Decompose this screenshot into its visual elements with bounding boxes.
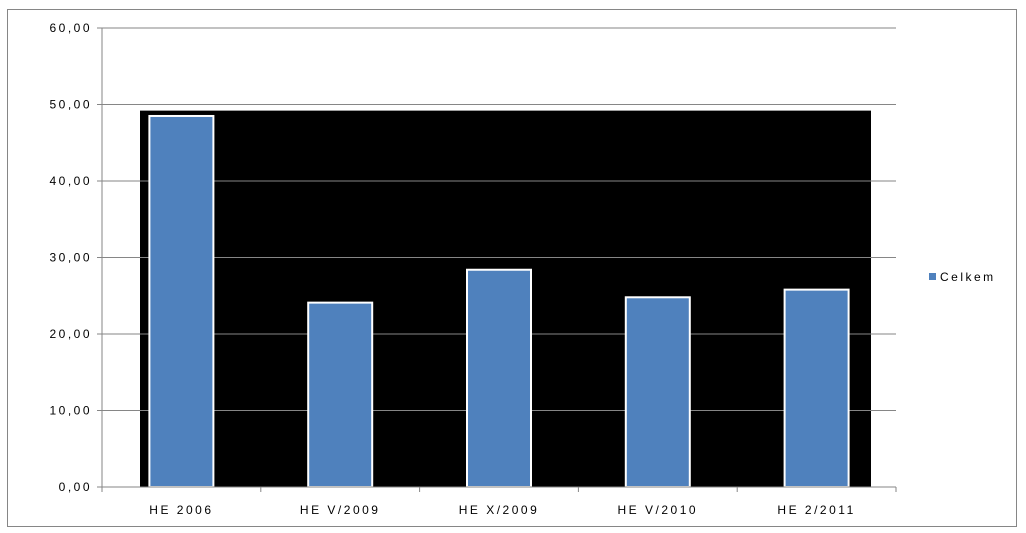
y-tick-label: 0,00 bbox=[59, 480, 92, 494]
legend: Celkem bbox=[929, 270, 996, 284]
legend-swatch-celkem bbox=[929, 273, 936, 280]
x-tick-labels: HE 2006 HE V/2009 HE X/2009 HE V/2010 HE 2/2… bbox=[149, 503, 855, 517]
x-tick-label: HE X/2009 bbox=[459, 503, 540, 517]
y-tick-label: 60,00 bbox=[49, 21, 92, 35]
bars bbox=[148, 114, 850, 489]
x-tick-label: HE 2/2011 bbox=[777, 503, 855, 517]
bar-2 bbox=[307, 301, 374, 489]
bar-chart: 0,00 10,00 20,00 30,00 40,00 50,00 60,00 HE 20… bbox=[49, 21, 996, 517]
x-tick-label: HE V/2009 bbox=[300, 503, 381, 517]
bar-4 bbox=[624, 296, 691, 488]
y-tick-label: 50,00 bbox=[49, 98, 92, 112]
legend-label-celkem: Celkem bbox=[940, 270, 996, 284]
bar-5 bbox=[783, 288, 850, 488]
bar-1 bbox=[148, 114, 215, 488]
y-tick-label: 10,00 bbox=[49, 404, 92, 418]
y-tick-label: 40,00 bbox=[49, 174, 92, 188]
y-tick-labels: 0,00 10,00 20,00 30,00 40,00 50,00 60,00 bbox=[49, 21, 92, 494]
chart-frame: 0,00 10,00 20,00 30,00 40,00 50,00 60,00 HE 20… bbox=[7, 9, 1017, 527]
bar-3 bbox=[466, 268, 532, 488]
axes bbox=[101, 28, 897, 492]
x-tick-label: HE 2006 bbox=[149, 503, 213, 517]
x-tick-label: HE V/2010 bbox=[618, 503, 699, 517]
y-tick-label: 30,00 bbox=[49, 251, 92, 265]
y-tick-label: 20,00 bbox=[49, 327, 92, 341]
